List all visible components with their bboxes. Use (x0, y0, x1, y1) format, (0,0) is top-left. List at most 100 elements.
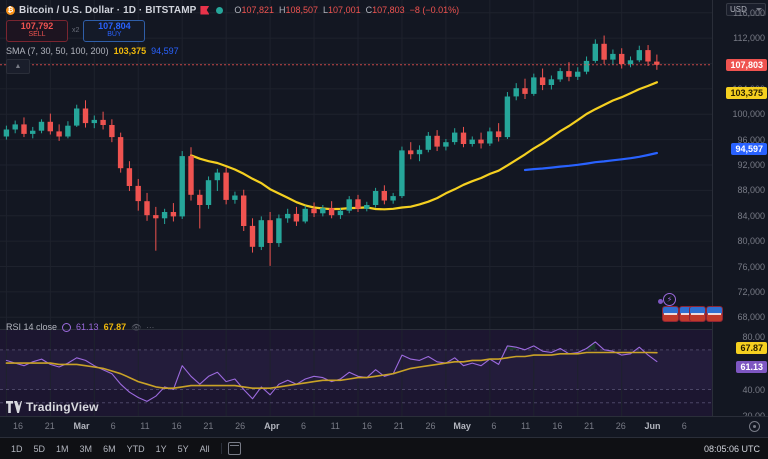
price-axis-tick: 84,000 (737, 210, 765, 221)
pane-divider[interactable] (0, 329, 712, 330)
time-axis[interactable]: 16 21 Mar 6 11 16 21 26 Apr 6 11 16 21 26 May 6 11 16 21 26… (0, 416, 768, 438)
time-axis-tick: 6 (681, 421, 687, 431)
timeframe-all[interactable]: All (199, 443, 210, 454)
buy-button[interactable]: 107,804 BUY (83, 20, 146, 42)
time-axis-tick: Jun (644, 421, 661, 431)
bitcoin-icon: ₿ (6, 5, 15, 15)
price-axis-tick: 116,000 (733, 7, 765, 18)
price-axis-tick: 76,000 (737, 261, 765, 272)
ohlc-values: O107,821 H108,507 L107,001 C107,803 −8 (… (234, 5, 459, 15)
timeframe-3m[interactable]: 3M (79, 443, 93, 454)
low-key: L (323, 5, 329, 15)
time-axis-tick: 26 (235, 421, 246, 431)
sma-slow-tag[interactable]: 94,597 (731, 142, 767, 155)
rsi-axis-tick: 40.00 (742, 384, 765, 395)
buy-price: 107,804 (98, 21, 131, 31)
rsi-value: 61.13 (76, 322, 99, 332)
time-axis-tick: 16 (361, 421, 373, 431)
price-axis-tick: 80,000 (737, 236, 765, 247)
close-value: 107,803 (372, 5, 405, 15)
rsi-legend: RSI 14 close 61.13 67.87 👁 ⋯ (6, 322, 154, 332)
event-marker-1[interactable] (662, 306, 679, 322)
event-marker-4[interactable] (706, 306, 723, 322)
price-pane[interactable] (0, 0, 712, 330)
calendar-icon[interactable] (227, 442, 241, 455)
timeframe-6m[interactable]: 6M (103, 443, 116, 454)
high-value: 108,507 (285, 5, 319, 15)
sma-value-fast: 103,375 (113, 45, 147, 56)
currency-label: USD (730, 5, 747, 14)
trade-buttons-row: 107,792 SELL x2 107,804 BUY (6, 20, 459, 42)
rsi-ma-tag[interactable]: 67.87 (736, 341, 767, 354)
time-axis-tick: 11 (330, 421, 340, 431)
timeframe-5d[interactable]: 5D (33, 443, 46, 454)
price-axis-tick: 72,000 (737, 286, 765, 297)
sma-name[interactable]: SMA (7, 30, 50, 100, 200) (6, 45, 109, 56)
rsi-settings-icon[interactable] (62, 322, 72, 332)
price-axis-tick: 112,000 (733, 33, 765, 44)
close-key: C (365, 5, 373, 15)
sell-label: SELL (28, 31, 46, 39)
rsi-tag[interactable]: 61.13 (736, 360, 767, 373)
eye-icon[interactable]: 👁 (131, 322, 142, 332)
time-axis-tick: 16 (12, 421, 24, 431)
sell-price: 107,792 (20, 21, 54, 31)
time-axis-tick: 6 (110, 421, 116, 431)
chart-legend: ₿ Bitcoin / U.S. Dollar · 1D · BITSTAMP … (6, 3, 459, 74)
timeframe-ytd[interactable]: YTD (126, 443, 145, 454)
sma-fast-tag[interactable]: 103,375 (726, 86, 767, 99)
time-axis-tick: 6 (491, 421, 497, 431)
chart-surface[interactable]: ⚡ TradingView ₿ Bitcoin / U.S. Dollar · … (0, 0, 768, 438)
price-axis[interactable]: USD 116,000112,000108,000104,000100,0009… (712, 0, 768, 421)
time-axis-tick: Mar (73, 421, 90, 431)
lightning-icon[interactable]: ⚡ (663, 293, 676, 306)
buy-label: BUY (107, 31, 122, 39)
time-axis-tick: 21 (393, 421, 404, 431)
currency-selector[interactable]: USD (726, 3, 766, 16)
price-axis-tick: 100,000 (732, 109, 765, 120)
collapse-icon[interactable]: ▲ (6, 58, 30, 74)
rsi-pane[interactable] (0, 330, 712, 416)
tradingview-watermark: TradingView (6, 400, 99, 414)
price-axis-tick: 68,000 (737, 312, 765, 323)
symbol-title[interactable]: Bitcoin / U.S. Dollar · 1D · BITSTAMP (19, 4, 197, 16)
high-key: H (278, 5, 286, 15)
sma-value-slow: 94,597 (151, 45, 179, 56)
timeframe-1m[interactable]: 1M (56, 443, 69, 454)
price-axis-tick: 88,000 (737, 185, 765, 196)
time-axis-tick: 21 (203, 421, 214, 431)
time-axis-tick: 16 (552, 421, 563, 431)
time-axis-tick: 11 (520, 421, 531, 431)
symbol-row[interactable]: ₿ Bitcoin / U.S. Dollar · 1D · BITSTAMP … (6, 3, 459, 17)
event-marker-3[interactable] (689, 306, 706, 322)
price-chart-svg (0, 0, 712, 330)
time-axis-tick: 26 (615, 421, 626, 431)
time-axis-tick: May (453, 421, 471, 431)
rsi-axis-tick: 80.00 (742, 331, 765, 342)
last-price-tag[interactable]: 107,803 (726, 58, 767, 71)
chevron-down-icon (756, 8, 762, 11)
change-value: −8 (−0.01%) (409, 5, 460, 15)
tradingview-logo (6, 401, 22, 413)
timeframe-group[interactable]: 1D 5D 1M 3M 6M YTD 1Y 5Y All (0, 444, 215, 454)
open-key: O (234, 5, 242, 15)
lightning-anchor-dot (658, 299, 663, 304)
rsi-name[interactable]: RSI 14 close (6, 322, 58, 332)
sma-legend-row[interactable]: SMA (7, 30, 50, 100, 200) 103,375 94,597 (6, 46, 459, 56)
clock-icon[interactable] (749, 421, 760, 432)
time-axis-tick: 21 (44, 421, 55, 431)
sell-button[interactable]: 107,792 SELL (6, 20, 68, 42)
bottom-toolbar[interactable]: 1D 5D 1M 3M 6M YTD 1Y 5Y All 08:05:06 UTC (0, 437, 768, 459)
flag-icon[interactable] (200, 5, 210, 15)
open-value: 107,821 (241, 5, 274, 15)
multiplier-label[interactable]: x2 (72, 27, 80, 35)
timeframe-5y[interactable]: 5Y (177, 443, 189, 454)
rsi-chart-svg (0, 330, 712, 416)
clock-text: 08:05:06 UTC (703, 443, 760, 454)
time-axis-tick: 16 (171, 421, 182, 431)
more-icon[interactable]: ⋯ (146, 322, 155, 332)
timeframe-1d[interactable]: 1D (11, 443, 23, 454)
price-axis-tick: 92,000 (737, 160, 765, 170)
timeframe-1y[interactable]: 1Y (155, 443, 167, 454)
time-axis-tick: 21 (584, 421, 595, 431)
